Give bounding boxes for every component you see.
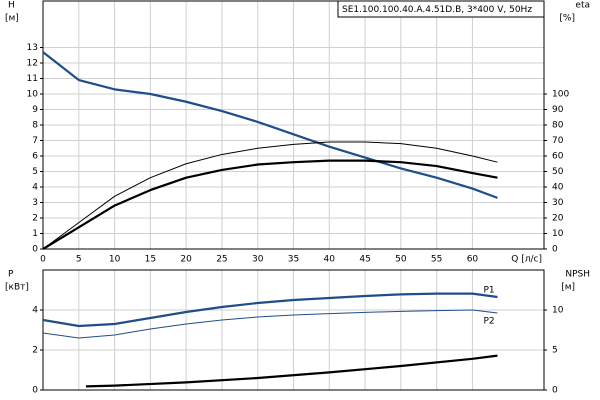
y-tick-label: 0 [32,245,38,255]
y2-label: eta [575,1,590,11]
plot-frame [42,0,545,250]
y-tick-label: 2 [32,346,38,356]
y-unit: [кВт] [5,283,29,293]
y-tick-label: 4 [32,183,38,193]
y2-tick-label: 10 [552,229,564,239]
curve-label: P2 [483,317,494,327]
y2-tick-label: 30 [552,198,564,208]
x-tick-label: 40 [324,255,336,265]
x-tick-label: 10 [109,255,121,265]
y2-tick-label: 100 [552,90,569,100]
curve [42,292,498,328]
plot-frame [42,269,545,391]
y-label: P [8,270,14,280]
y-tick-label: 11 [27,74,38,84]
y2-tick-label: 70 [552,136,564,146]
y2-tick-label: 80 [552,121,564,131]
curve [85,354,498,388]
curve-label: P1 [483,286,494,296]
x-tick-label: 60 [467,255,479,265]
curve [42,51,498,199]
curve [42,141,498,250]
x-tick-label: 45 [359,255,370,265]
y-tick-label: 6 [32,152,38,162]
chart-title: SE1.100.100.40.A.4.51D.B, 3*400 V, 50Hz [342,5,532,15]
title-box [337,0,545,18]
y2-tick-label: 50 [552,167,564,177]
y2-label: NPSH [565,270,590,280]
y2-unit: [%] [559,14,575,24]
y-tick-label: 8 [32,121,38,131]
y2-tick-label: 60 [552,152,564,162]
x-label: Q [л/с] [511,255,542,265]
y-tick-label: 9 [32,105,38,115]
curve [42,309,498,339]
y-tick-label: 10 [27,90,39,100]
y-tick-label: 5 [32,167,38,177]
curve [42,159,498,250]
x-tick-label: 5 [76,255,82,265]
y-tick-label: 2 [32,214,38,224]
y2-tick-label: 20 [552,214,564,224]
y2-tick-label: 40 [552,183,564,193]
y2-tick-label: 5 [552,346,558,356]
y-tick-label: 12 [27,59,38,69]
y2-tick-label: 0 [552,386,558,396]
x-tick-label: 15 [145,255,156,265]
y2-tick-label: 90 [552,105,564,115]
x-tick-label: 55 [431,255,442,265]
y-tick-label: 0 [32,386,38,396]
x-tick-label: 25 [216,255,227,265]
y-tick-label: 3 [32,198,38,208]
x-tick-label: 50 [395,255,407,265]
y-label: H [8,1,15,11]
x-tick-label: 0 [40,255,46,265]
x-tick-label: 35 [288,255,299,265]
y-tick-label: 1 [32,229,38,239]
x-tick-label: 20 [180,255,192,265]
x-tick-label: 30 [252,255,264,265]
y2-tick-label: 10 [552,306,564,316]
y2-unit: [м] [561,283,575,293]
y-tick-label: 4 [32,306,38,316]
y-unit: [м] [5,14,19,24]
y-tick-label: 13 [27,43,38,53]
y2-tick-label: 0 [552,245,558,255]
y-tick-label: 7 [32,136,38,146]
